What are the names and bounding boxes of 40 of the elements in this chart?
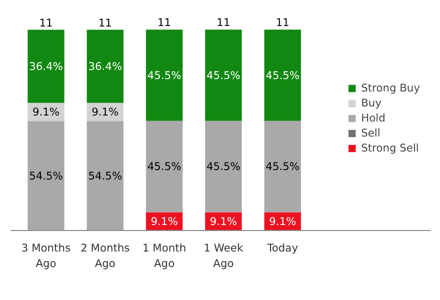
data-label: 45.5% [206,68,240,82]
data-label: 9.1% [150,214,178,228]
data-label: 45.5% [147,68,182,82]
text: 11 [39,16,53,30]
x-tick-label: 2 Months Ago [80,242,130,270]
data-label: 54.5% [29,169,63,182]
data-label: 9.1% [210,214,237,228]
data-label: 36.4% [88,60,122,73]
bar [86,121,124,230]
data-label: 36.4% [29,60,63,73]
bar [205,30,242,121]
x-tick-label: 3 Months Ago [21,242,71,270]
text: 11 [216,16,230,30]
legend-label: Buy [361,96,382,109]
legend-label: Strong Sell [361,141,419,154]
bar [28,121,64,230]
legend-label: Strong Buy [361,81,420,94]
text: 11 [158,16,172,30]
data-label: 9.1% [32,105,60,118]
bar [264,30,301,121]
bar [28,30,64,103]
bar [205,120,242,212]
data-label: 45.5% [147,160,182,174]
bar [146,120,183,212]
x-tick-label: 1 Month Ago [142,242,186,270]
data-label: 54.5% [88,169,122,182]
x-tick-label: Today [266,242,298,254]
legend-label: Sell [361,126,382,139]
data-label: 45.5% [206,160,240,174]
x-tick-label: 1 Week Ago [204,242,244,270]
bar [146,30,183,121]
bar [86,30,124,103]
text: 11 [98,16,112,30]
data-label: 45.5% [266,160,300,174]
data-label: 45.5% [266,68,300,82]
legend-label: Hold [361,111,386,124]
data-label: 9.1% [92,105,119,118]
text: 11 [276,16,290,30]
data-label: 9.1% [269,214,296,228]
bar [264,120,301,212]
